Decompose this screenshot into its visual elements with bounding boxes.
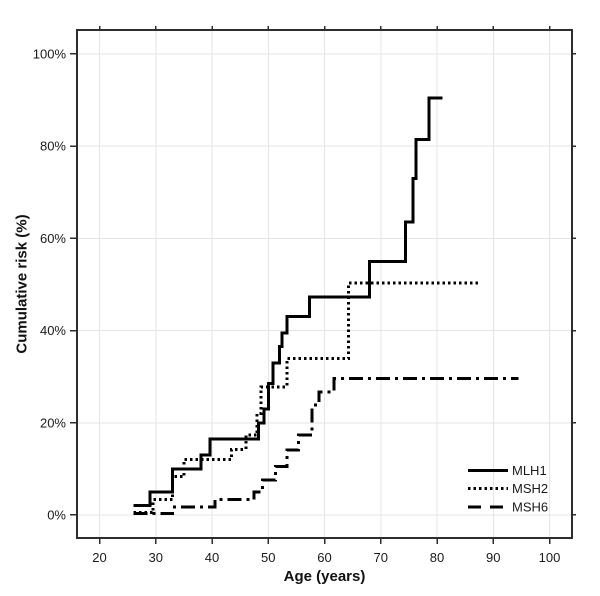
tick-marks (70, 26, 576, 544)
x-tick-label: 60 (317, 550, 331, 565)
legend-label-mlh1: MLH1 (512, 463, 547, 478)
y-tick-label: 80% (40, 139, 66, 154)
legend-label-msh2: MSH2 (512, 481, 548, 496)
gridlines (77, 30, 572, 538)
y-axis-title: Cumulative risk (%) (13, 214, 31, 354)
legend-label-msh6: MSH6 (512, 500, 548, 515)
plot-frame (76, 29, 573, 539)
x-tick-label: 30 (149, 550, 163, 565)
y-tick-label: 40% (40, 323, 66, 338)
series-mlh1-line (133, 96, 443, 508)
x-tick-label: 90 (486, 550, 500, 565)
y-tick-label: 60% (40, 231, 66, 246)
x-axis-title: Age (years) (283, 568, 366, 585)
x-tick-label: 40 (205, 550, 219, 565)
y-tick-label: 100% (33, 46, 67, 61)
x-tick-label: 20 (92, 550, 106, 565)
series-msh2-line (133, 281, 479, 515)
y-tick-label: 20% (40, 415, 66, 430)
x-tick-label: 50 (261, 550, 275, 565)
tick-labels: 20 30 40 50 60 70 80 90 100 0% 20% 40% 60% 80% 100% (33, 46, 561, 565)
x-tick-label: 70 (374, 550, 388, 565)
x-tick-label: 100 (539, 550, 561, 565)
legend: MLH1 MSH2 MSH6 (468, 463, 548, 515)
series-msh6-line (133, 377, 519, 516)
y-tick-label: 0% (47, 507, 66, 522)
x-tick-label: 80 (430, 550, 444, 565)
